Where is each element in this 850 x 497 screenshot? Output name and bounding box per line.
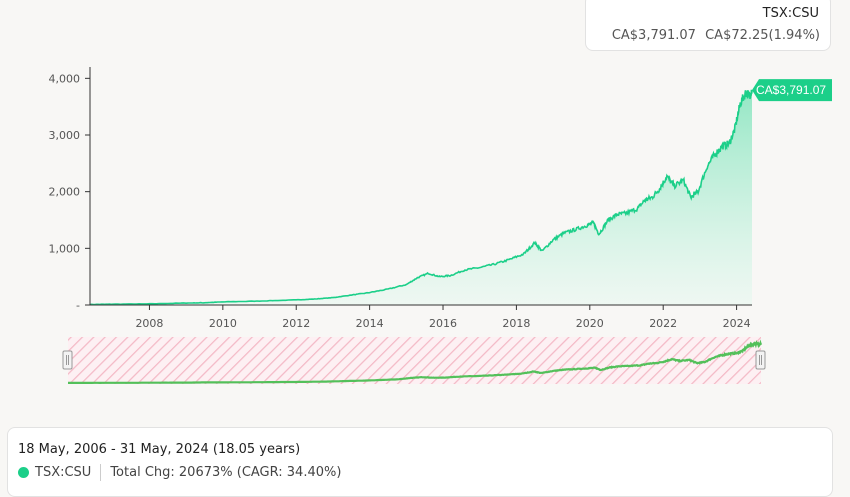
total-change: Total Chg: 20673% (CAGR: 34.40%)	[110, 465, 342, 480]
y-tick-label: 3,000	[49, 129, 81, 142]
plot-area	[89, 89, 753, 306]
x-axis-ticks: 2008 2010 2012 2014 2016 2018 2020 2022 2024	[135, 305, 751, 330]
y-tick-label: -	[76, 299, 80, 312]
x-tick-label: 2018	[502, 317, 530, 330]
summary-row: TSX:CSU Total Chg: 20673% (CAGR: 34.40%)	[18, 464, 341, 481]
ticker-symbol: TSX:CSU	[762, 6, 819, 21]
summary-card: 18 May, 2006 - 31 May, 2024 (18.05 years…	[7, 427, 833, 497]
navigator-left-handle[interactable]	[62, 350, 73, 370]
ticker-price: CA$3,791.07	[611, 28, 696, 43]
x-tick-label: 2008	[135, 317, 163, 330]
area-fill	[90, 89, 752, 305]
last-value-label-text: CA$3,791.07	[756, 83, 826, 97]
price-line	[89, 89, 753, 306]
navigator-line	[68, 339, 763, 385]
date-range: 18 May, 2006 - 31 May, 2024 (18.05 years…	[18, 442, 301, 457]
ticker-card: TSX:CSU CA$3,791.07 CA$72.25(1.94%)	[585, 0, 831, 51]
divider	[100, 464, 102, 481]
y-tick-label: 4,000	[49, 72, 81, 85]
x-tick-label: 2020	[576, 317, 604, 330]
x-tick-label: 2012	[282, 317, 310, 330]
series-label: TSX:CSU	[35, 465, 92, 480]
navigator-selection[interactable]	[68, 337, 761, 384]
x-tick-label: 2022	[649, 317, 677, 330]
series-color-dot	[18, 467, 29, 478]
x-tick-label: 2016	[429, 317, 457, 330]
ticker-change: CA$72.25(1.94%)	[705, 28, 820, 43]
x-tick-label: 2024	[723, 317, 751, 330]
y-tick-label: 1,000	[49, 242, 81, 255]
ticker-values: CA$3,791.07 CA$72.25(1.94%)	[612, 28, 820, 43]
x-tick-label: 2010	[209, 317, 237, 330]
last-value-label-bg	[752, 79, 832, 102]
navigator-right-handle[interactable]	[755, 350, 766, 370]
x-tick-label: 2014	[356, 317, 384, 330]
navigator[interactable]	[62, 337, 766, 385]
y-tick-label: 2,000	[49, 186, 81, 199]
y-axis-ticks: - 1,000 2,000 3,000 4,000	[49, 72, 90, 312]
last-value-label: CA$3,791.07	[752, 79, 832, 102]
